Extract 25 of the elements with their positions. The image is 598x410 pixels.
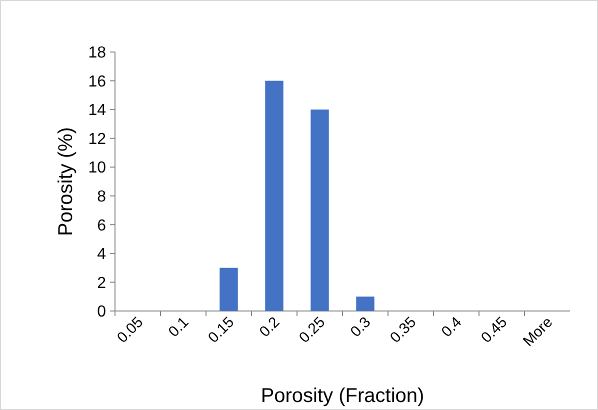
bar xyxy=(310,110,329,311)
y-tick-label: 2 xyxy=(97,274,106,292)
x-tick-label: 0.1 xyxy=(165,314,192,341)
y-tick-label: 12 xyxy=(88,130,106,148)
x-tick-label: 0.35 xyxy=(386,314,420,346)
bar xyxy=(265,80,284,311)
y-tick-label: 18 xyxy=(88,44,106,62)
x-tick-label: 0.4 xyxy=(438,314,466,341)
x-tick-label: 0.15 xyxy=(204,314,238,346)
y-tick-label: 4 xyxy=(97,246,106,264)
x-tick-label: 0.45 xyxy=(478,314,511,346)
x-tick-label: 0.05 xyxy=(114,314,147,346)
bar xyxy=(356,296,374,311)
y-tick-label: 10 xyxy=(88,160,106,177)
y-tick-label: 6 xyxy=(97,217,106,234)
x-axis-title: Porosity (Fraction) xyxy=(260,385,424,407)
y-tick-label: 14 xyxy=(88,102,106,120)
y-tick-label: 8 xyxy=(97,188,106,206)
y-tick-label: 16 xyxy=(88,73,106,90)
y-tick-label: 0 xyxy=(97,304,106,321)
x-tick-label: 0.25 xyxy=(296,314,329,346)
x-tick-label: 0.2 xyxy=(256,314,284,341)
y-axis-title: Porosity (%) xyxy=(55,127,77,236)
bar xyxy=(220,268,238,311)
x-tick-label: 0.3 xyxy=(347,314,374,341)
